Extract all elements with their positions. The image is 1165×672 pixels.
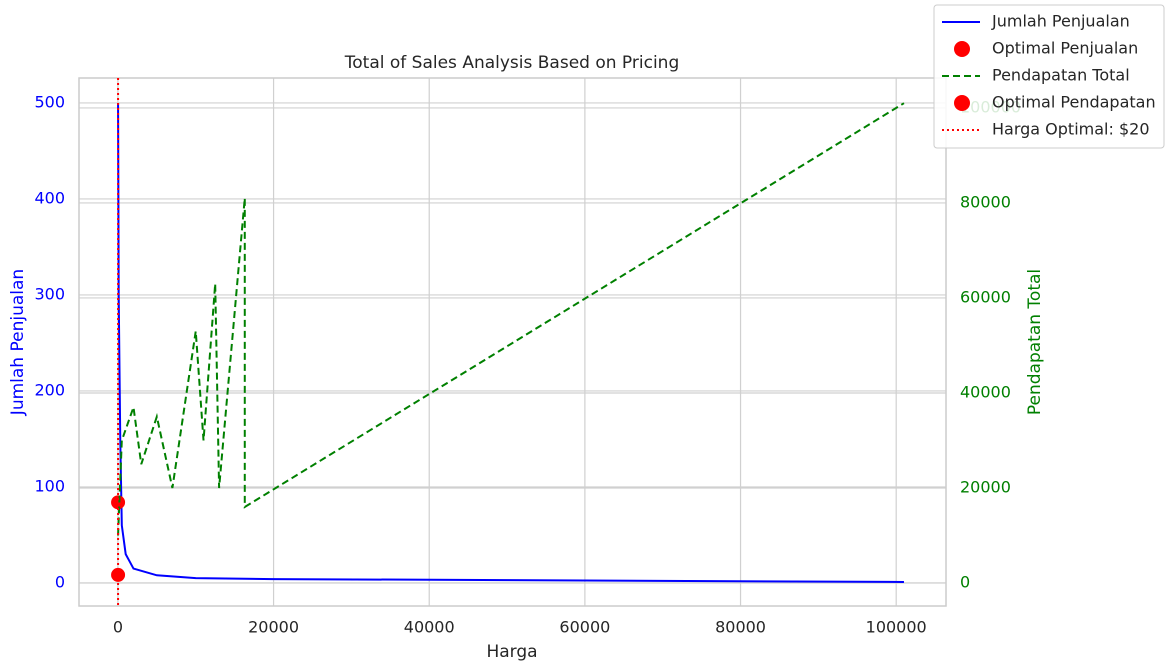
grid [79, 78, 946, 606]
legend-box [933, 4, 1165, 149]
x-tick-label: 40000 [404, 618, 455, 637]
y2-tick-label: 0 [960, 572, 970, 591]
legend-marker [954, 41, 970, 57]
y-tick-label: 100 [34, 476, 65, 495]
x-tick-label: 20000 [248, 618, 299, 637]
legend-label: Optimal Penjualan [992, 39, 1138, 58]
x-tick-label: 60000 [559, 618, 610, 637]
y2-tick-label: 20000 [960, 477, 1011, 496]
data-point [111, 495, 126, 510]
y-tick-label: 0 [55, 572, 65, 591]
legend-marker [954, 95, 970, 111]
legend-label: Pendapatan Total [992, 66, 1130, 85]
legend-label: Jumlah Penjualan [991, 12, 1130, 31]
y-tick-label: 200 [34, 380, 65, 399]
data-line [117, 102, 905, 536]
x-tick-label: 100000 [866, 618, 927, 637]
y-tick-label: 400 [34, 188, 65, 207]
x-tick-label: 0 [113, 618, 123, 637]
x-axis-label: Harga [486, 642, 537, 662]
y2-tick-label: 40000 [960, 382, 1011, 401]
y2-axis-label: Pendapatan Total [1025, 269, 1045, 415]
legend-label: Harga Optimal: $20 [992, 120, 1150, 139]
legend-label: Optimal Pendapatan [992, 93, 1156, 112]
y2-tick-label: 80000 [960, 192, 1011, 211]
chart-title: Total of Sales Analysis Based on Pricing [344, 53, 679, 73]
y-tick-label: 300 [34, 284, 65, 303]
data-line [117, 102, 904, 583]
y2-tick-label: 60000 [960, 287, 1011, 306]
plot-frame [78, 77, 947, 607]
x-tick-label: 80000 [715, 618, 766, 637]
y-axis-label: Jumlah Penjualan [8, 269, 28, 416]
y-tick-label: 500 [34, 92, 65, 111]
